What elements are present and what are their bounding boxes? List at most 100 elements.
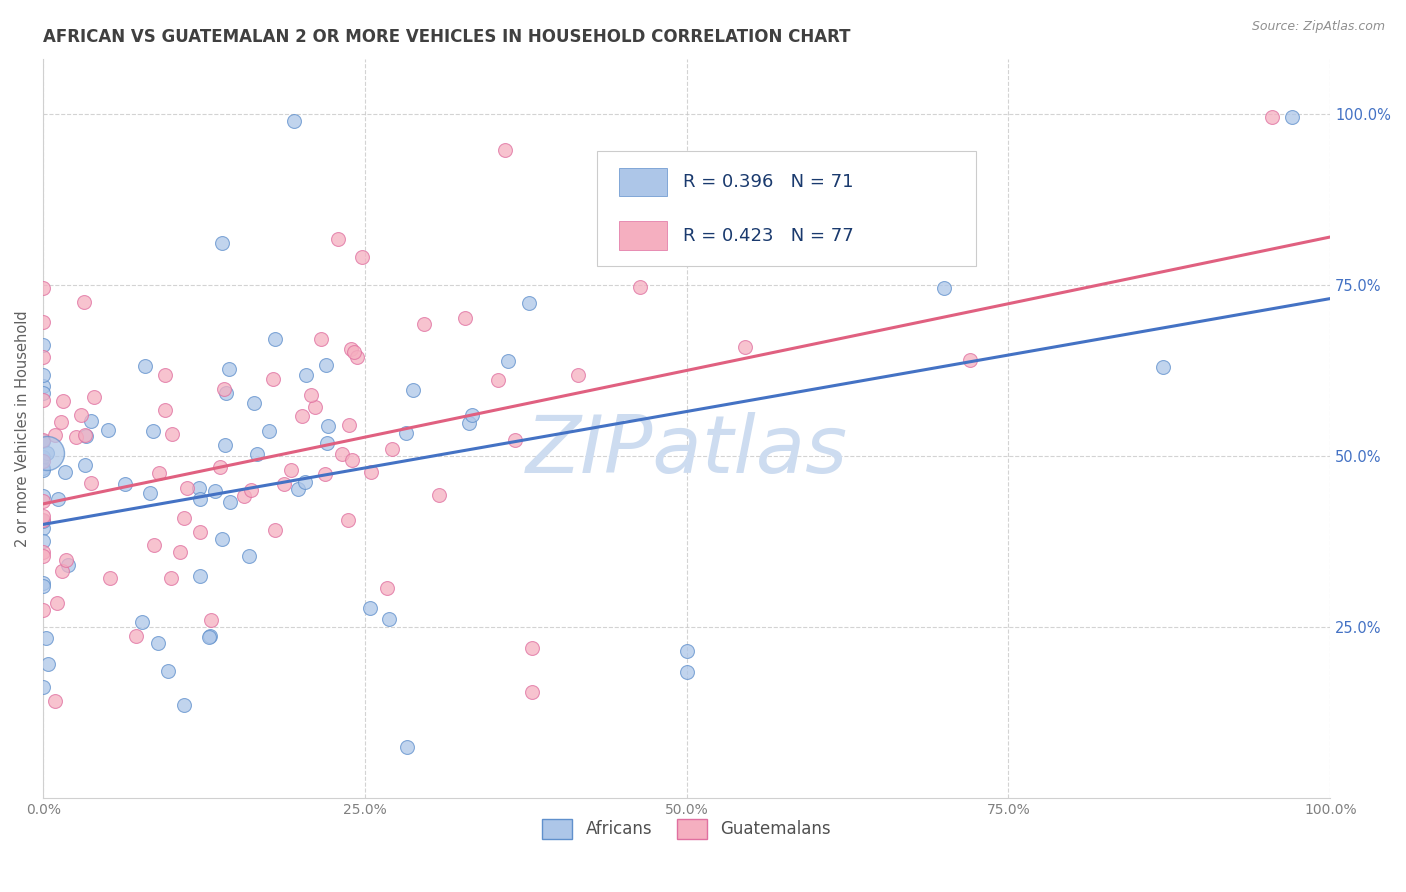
Point [350, 250, 373, 264]
Point [299, 387, 322, 401]
Bar [619, 168, 668, 196]
Point [32, 521, 55, 535]
Bar [619, 221, 668, 250]
Point [32, 433, 55, 447]
Point [340, 453, 363, 467]
Text: R = 0.423   N = 77: R = 0.423 N = 77 [683, 227, 853, 244]
Point [32, 434, 55, 448]
Text: R = 0.396   N = 71: R = 0.396 N = 71 [683, 173, 853, 191]
Point [219, 495, 242, 509]
Point [291, 409, 314, 423]
Point [70, 409, 93, 423]
Point [204, 483, 226, 498]
Point [337, 417, 360, 432]
Point [53, 465, 76, 479]
Point [138, 486, 160, 500]
Point [315, 435, 337, 450]
Point [1152, 359, 1174, 374]
Point [218, 362, 240, 376]
Point [35, 631, 58, 645]
Point [517, 296, 540, 310]
Point [304, 400, 326, 414]
Point [675, 644, 697, 658]
Point [381, 442, 404, 456]
Point [32, 549, 55, 563]
Point [503, 434, 526, 448]
Point [32, 338, 55, 352]
Point [65, 430, 87, 444]
Point [198, 629, 221, 643]
Point [309, 332, 332, 346]
Point [173, 511, 195, 525]
Point [32, 393, 55, 408]
Point [328, 232, 350, 246]
Point [494, 144, 516, 158]
Point [243, 395, 266, 409]
Point [51, 565, 73, 579]
Point [32, 385, 55, 400]
Point [295, 368, 318, 382]
Point [316, 419, 339, 434]
Point [176, 481, 198, 495]
Point [159, 571, 181, 585]
Point [32, 494, 55, 508]
Point [97, 423, 120, 437]
Point [959, 353, 981, 368]
Point [83, 390, 105, 404]
Point [80, 413, 103, 427]
Point [314, 467, 336, 482]
Point [73, 295, 96, 310]
Point [188, 569, 211, 583]
Point [32, 450, 55, 464]
Point [44, 693, 66, 707]
Point [58, 558, 80, 572]
Point [160, 427, 183, 442]
Text: Source: ZipAtlas.com: Source: ZipAtlas.com [1251, 20, 1385, 33]
Point [315, 359, 337, 373]
Point [32, 489, 55, 503]
Point [262, 371, 284, 385]
Point [32, 462, 55, 476]
Point [32, 378, 55, 392]
FancyBboxPatch shape [596, 152, 976, 266]
Point [80, 475, 103, 490]
Point [75, 458, 97, 472]
Point [153, 403, 176, 417]
Point [200, 613, 222, 627]
Point [264, 332, 287, 346]
Point [263, 523, 285, 537]
Text: AFRICAN VS GUATEMALAN 2 OR MORE VEHICLES IN HOUSEHOLD CORRELATION CHART: AFRICAN VS GUATEMALAN 2 OR MORE VEHICLES… [44, 29, 851, 46]
Text: ZIPatlas: ZIPatlas [526, 412, 848, 490]
Point [32, 680, 55, 694]
Point [395, 740, 418, 755]
Point [257, 425, 280, 439]
Point [32, 281, 55, 295]
Point [142, 424, 165, 438]
Point [454, 311, 477, 326]
Point [146, 636, 169, 650]
Point [209, 460, 232, 475]
Point [330, 447, 353, 461]
Point [75, 429, 97, 443]
Point [283, 113, 305, 128]
Point [240, 483, 263, 497]
Point [458, 416, 481, 430]
Point [198, 630, 221, 644]
Point [280, 463, 302, 477]
Point [427, 488, 450, 502]
Point [211, 236, 233, 251]
Point [212, 382, 235, 396]
Y-axis label: 2 or more Vehicles in Household: 2 or more Vehicles in Household [15, 310, 30, 547]
Point [48, 492, 70, 507]
Point [125, 629, 148, 643]
Point [32, 315, 55, 329]
Point [907, 202, 929, 217]
Point [211, 532, 233, 546]
Point [522, 685, 544, 699]
Point [32, 509, 55, 524]
Point [32, 461, 55, 475]
Point [46, 597, 69, 611]
Point [675, 665, 697, 679]
Point [1261, 110, 1284, 124]
Point [460, 408, 482, 422]
